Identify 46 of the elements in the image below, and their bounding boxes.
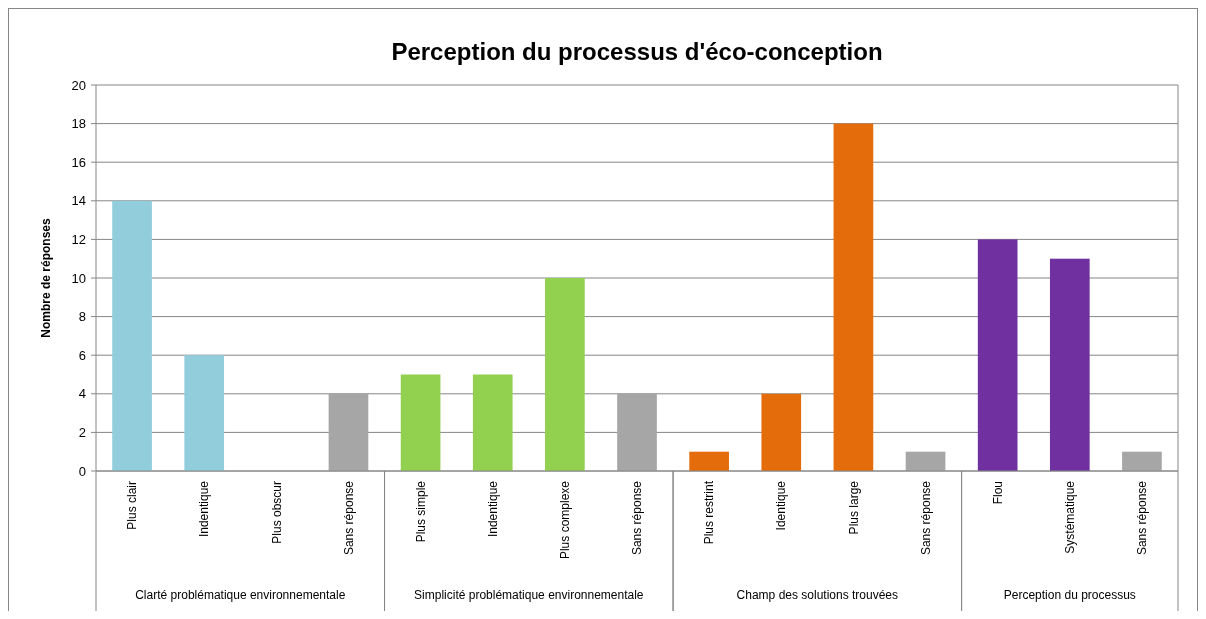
bar: [472, 374, 513, 471]
y-tick-label: 18: [71, 116, 86, 132]
bar: [689, 451, 729, 471]
bar: [761, 393, 802, 471]
x-tick-label: Identique: [774, 480, 789, 531]
x-tick-label: Indentique: [197, 480, 212, 538]
y-tick-label: 8: [78, 309, 86, 325]
x-tick-label: Plus obscur: [269, 481, 284, 544]
y-tick-label: 16: [71, 154, 86, 170]
y-tick-label: 2: [78, 424, 86, 440]
bar: [1122, 451, 1162, 471]
y-tick-label: 6: [78, 347, 86, 363]
chart-title: Perception du processus d'éco-conception: [391, 38, 883, 65]
x-tick-label: Plus complexe: [558, 480, 573, 560]
x-tick-label: Sans réponse: [1135, 480, 1150, 556]
x-tick-label: Plus large: [846, 480, 861, 535]
x-tick-label: Flou: [990, 481, 1005, 505]
text: Simplicité problématique environnementale: [414, 588, 644, 602]
y-axis-title: Nombre de réponses: [39, 217, 53, 338]
bar: [905, 451, 946, 471]
x-tick-label: Plus clair: [125, 481, 140, 530]
x-tick-label: Sans réponse: [630, 480, 645, 556]
x-tick-label: Indentique: [485, 480, 500, 538]
bar: [545, 278, 585, 471]
bar: [833, 123, 874, 471]
bar: [977, 239, 1018, 471]
x-tick-label: Sans réponse: [918, 480, 933, 556]
text: Perception du processus: [1003, 588, 1136, 602]
bar: [1049, 258, 1090, 471]
y-tick-label: 0: [78, 463, 86, 479]
x-tick-label: Sans réponse: [341, 480, 356, 556]
text: Champ des solutions trouvées: [736, 588, 899, 602]
bar: [400, 374, 441, 471]
bar: [184, 355, 225, 471]
x-tick-label: Plus simple: [413, 480, 428, 543]
y-tick-label: 14: [71, 193, 86, 209]
y-tick-label: 12: [71, 231, 86, 247]
y-tick-label: 10: [71, 270, 86, 286]
x-tick-label: Plus restrint: [702, 480, 717, 545]
bar: [617, 393, 657, 471]
y-tick-label: 4: [78, 386, 86, 402]
y-tick-label: 20: [71, 77, 86, 93]
text: Clarté problématique environnementale: [135, 588, 346, 602]
x-tick-label: Systématique: [1063, 480, 1077, 554]
bar: [112, 200, 152, 471]
bar: [328, 393, 369, 471]
